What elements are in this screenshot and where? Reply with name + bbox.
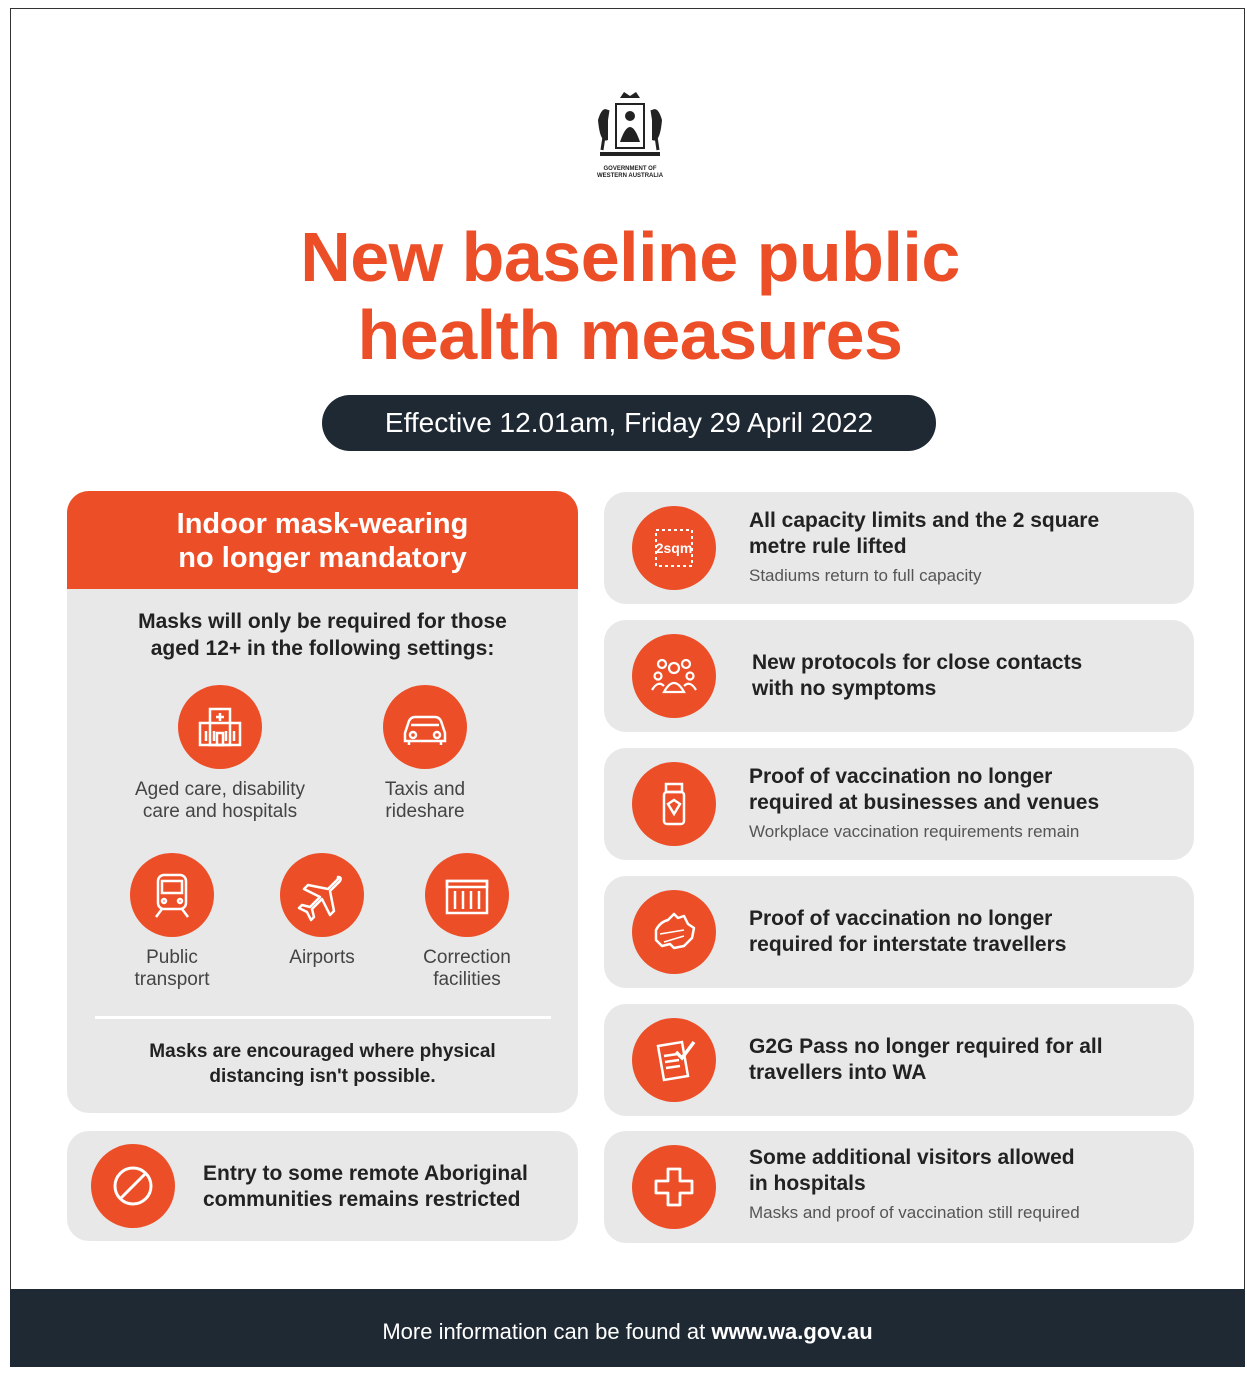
plane-icon [280, 853, 364, 937]
setting-label-1b: care and hospitals [142, 801, 298, 822]
crest-line-1: GOVERNMENT OF [603, 166, 657, 172]
interstate-text: Proof of vaccination no longer required … [749, 906, 1174, 958]
card5-line-1: G2G Pass no longer required for all [749, 1035, 1103, 1058]
australia-map-icon [632, 890, 716, 974]
setting-label-5a: Correction [423, 947, 511, 968]
hospital-visitors-text: Some additional visitors allowed in hosp… [749, 1145, 1174, 1224]
card-remote-communities: Entry to some remote Aboriginal communit… [67, 1131, 578, 1241]
close-contacts-text: New protocols for close contacts with no… [752, 650, 1174, 702]
mask-encourage-note: Masks are encouraged where physical dist… [67, 1039, 578, 1089]
remote-communities-text: Entry to some remote Aboriginal communit… [203, 1161, 558, 1213]
car-icon [383, 685, 467, 769]
capacity-text: All capacity limits and the 2 square met… [749, 508, 1174, 587]
mask-panel-heading: Indoor mask-wearing no longer mandatory [67, 491, 578, 589]
mask-heading-line-1: Indoor mask-wearing [176, 508, 469, 540]
prison-icon [425, 853, 509, 937]
title-line-1: New baseline public [300, 218, 960, 296]
people-group-icon [632, 634, 716, 718]
mask-panel: Indoor mask-wearing no longer mandatory … [67, 491, 578, 1113]
card2-line-2: with no symptoms [752, 677, 937, 700]
mask-intro: Masks will only be required for those ag… [67, 608, 578, 662]
panel-divider [95, 1016, 551, 1019]
setting-label-5b: facilities [433, 969, 501, 990]
card4-line-1: Proof of vaccination no longer [749, 907, 1053, 930]
footer-bar: More information can be found at www.wa.… [10, 1289, 1245, 1367]
wa-government-crest-icon [580, 90, 680, 185]
remote-line-2: communities remains restricted [203, 1188, 521, 1211]
card6-line-1: Some additional visitors allowed [749, 1146, 1075, 1169]
setting-label-1a: Aged care, disability [134, 779, 306, 800]
setting-label-3a: Public [146, 947, 198, 968]
vaccine-vial-icon [632, 762, 716, 846]
card2-line-1: New protocols for close contacts [752, 651, 1083, 674]
card1-sub: Stadiums return to full capacity [749, 566, 982, 585]
card6-line-2: in hospitals [749, 1172, 866, 1195]
square-metre-icon: 2sqm [632, 506, 716, 590]
setting-aged-care: Aged care, disability care and hospitals [115, 685, 325, 823]
setting-public-transport: Public transport [97, 853, 247, 991]
card-capacity-limits: 2sqm All capacity limits and the 2 squar… [604, 492, 1194, 604]
g2g-text: G2G Pass no longer required for all trav… [749, 1034, 1174, 1086]
square-metre-icon-text: 2sqm [656, 540, 693, 556]
checklist-icon [632, 1018, 716, 1102]
card-close-contacts: New protocols for close contacts with no… [604, 620, 1194, 732]
encourage-line-2: distancing isn't possible. [209, 1066, 436, 1087]
page-title: New baseline public health measures [100, 218, 1160, 374]
crest-line-2: WESTERN AUSTRALIA [596, 173, 664, 179]
setting-label-2a: Taxis and [384, 779, 466, 800]
setting-taxis: Taxis and rideshare [345, 685, 505, 823]
vaccination-venues-text: Proof of vaccination no longer required … [749, 764, 1174, 843]
prohibited-icon [91, 1144, 175, 1228]
setting-correction-facilities: Correction facilities [397, 853, 537, 991]
card-interstate-travellers: Proof of vaccination no longer required … [604, 876, 1194, 988]
hospital-icon [178, 685, 262, 769]
mask-intro-line-1: Masks will only be required for those [138, 610, 507, 633]
crest-caption: GOVERNMENT OF WESTERN AUSTRALIA [575, 166, 685, 180]
mask-intro-line-2: aged 12+ in the following settings: [150, 637, 495, 660]
encourage-line-1: Masks are encouraged where physical [149, 1041, 496, 1062]
remote-line-1: Entry to some remote Aboriginal [203, 1162, 528, 1185]
title-line-2: health measures [357, 296, 903, 374]
card-g2g-pass: G2G Pass no longer required for all trav… [604, 1004, 1194, 1116]
card1-line-1: All capacity limits and the 2 square [749, 509, 1100, 532]
card3-line-1: Proof of vaccination no longer [749, 765, 1053, 788]
effective-date-badge: Effective 12.01am, Friday 29 April 2022 [322, 395, 936, 451]
footer-link[interactable]: www.wa.gov.au [711, 1319, 873, 1344]
card6-sub: Masks and proof of vaccination still req… [749, 1203, 1080, 1222]
footer-text: More information can be found at [382, 1319, 706, 1344]
card4-line-2: required for interstate travellers [749, 933, 1067, 956]
setting-label-4a: Airports [289, 947, 355, 968]
card3-sub: Workplace vaccination requirements remai… [749, 822, 1080, 841]
medical-cross-icon [632, 1145, 716, 1229]
train-icon [130, 853, 214, 937]
setting-airports: Airports [247, 853, 397, 969]
card-hospital-visitors: Some additional visitors allowed in hosp… [604, 1131, 1194, 1243]
card5-line-2: travellers into WA [749, 1061, 927, 1084]
setting-label-2b: rideshare [385, 801, 465, 822]
card3-line-2: required at businesses and venues [749, 791, 1100, 814]
setting-label-3b: transport [134, 969, 210, 990]
card1-line-2: metre rule lifted [749, 535, 907, 558]
mask-heading-line-2: no longer mandatory [178, 542, 467, 574]
card-vaccination-venues: Proof of vaccination no longer required … [604, 748, 1194, 860]
